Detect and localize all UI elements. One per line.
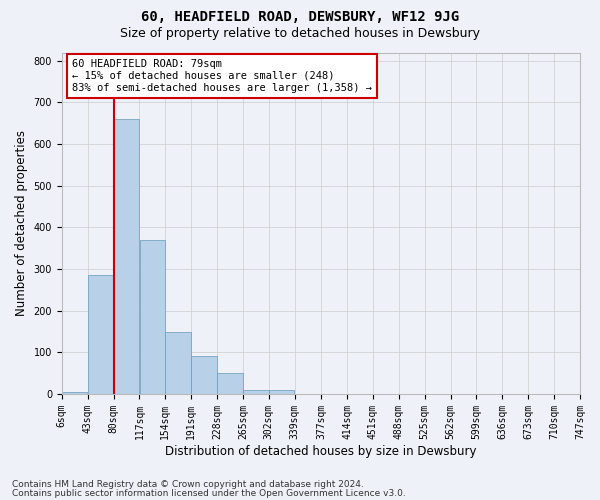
- X-axis label: Distribution of detached houses by size in Dewsbury: Distribution of detached houses by size …: [165, 444, 476, 458]
- Text: 60, HEADFIELD ROAD, DEWSBURY, WF12 9JG: 60, HEADFIELD ROAD, DEWSBURY, WF12 9JG: [141, 10, 459, 24]
- Text: Contains HM Land Registry data © Crown copyright and database right 2024.: Contains HM Land Registry data © Crown c…: [12, 480, 364, 489]
- Bar: [269, 390, 295, 394]
- Bar: [217, 373, 243, 394]
- Text: Size of property relative to detached houses in Dewsbury: Size of property relative to detached ho…: [120, 28, 480, 40]
- Bar: [62, 392, 88, 394]
- Bar: [166, 332, 191, 394]
- Text: 60 HEADFIELD ROAD: 79sqm
← 15% of detached houses are smaller (248)
83% of semi-: 60 HEADFIELD ROAD: 79sqm ← 15% of detach…: [72, 60, 372, 92]
- Bar: [191, 356, 217, 394]
- Bar: [243, 390, 269, 394]
- Bar: [88, 276, 113, 394]
- Y-axis label: Number of detached properties: Number of detached properties: [15, 130, 28, 316]
- Bar: [114, 119, 139, 394]
- Bar: [140, 240, 165, 394]
- Text: Contains public sector information licensed under the Open Government Licence v3: Contains public sector information licen…: [12, 489, 406, 498]
